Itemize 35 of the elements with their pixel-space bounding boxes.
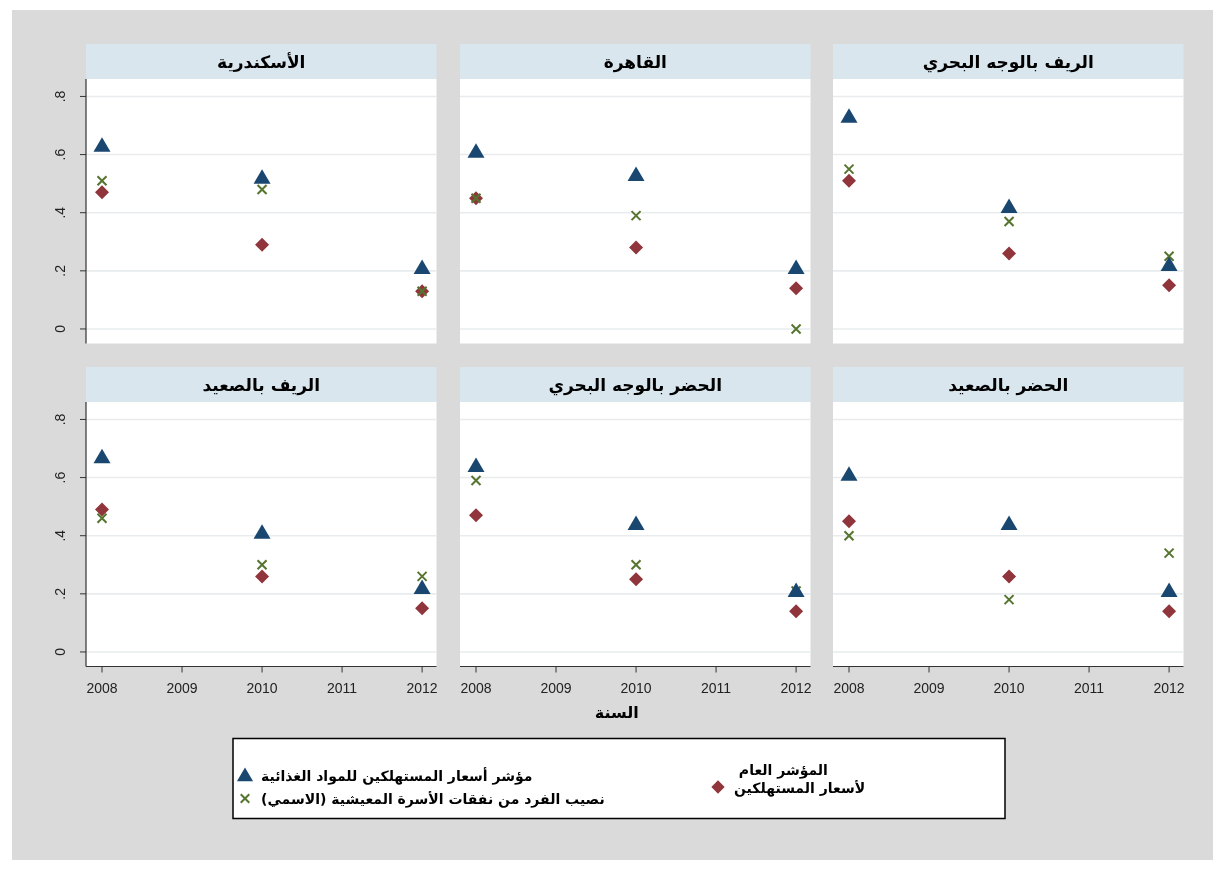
x-axis-title: السنة	[594, 702, 639, 722]
y-tick-label: .6	[52, 148, 68, 161]
chart-title: القاهرة	[603, 51, 667, 73]
x-tick-label: 2008	[460, 679, 492, 696]
y-tick-label: .8	[52, 413, 68, 426]
chart-title: الحضر بالصعيد	[948, 374, 1069, 396]
x-tick-label: 2010	[246, 679, 278, 696]
legend-label: مؤشر أسعار المستهلكين للمواد الغذائية	[261, 766, 533, 785]
x-tick-label: 2010	[620, 679, 652, 696]
x-tick-label: 2011	[701, 679, 732, 696]
y-tick-label: .4	[52, 529, 68, 542]
chart-title: الريف بالوجه البحري	[922, 51, 1094, 73]
y-tick-label: 0	[52, 324, 68, 333]
x-tick-label: 2011	[1074, 679, 1105, 696]
y-tick-label: .2	[52, 587, 68, 600]
y-tick-label: .6	[52, 471, 68, 484]
x-tick-label: 2012	[780, 679, 812, 696]
legend-label: نصيب الفرد من نفقات الأسرة المعيشية (الاسمي)	[261, 790, 605, 808]
x-tick-label: 2010	[993, 679, 1025, 696]
y-tick-label: .2	[52, 264, 68, 277]
chart-title: الأسكندرية	[217, 51, 306, 72]
legend-label: المؤشر العام لأسعار المستهلكين	[734, 761, 866, 797]
x-tick-label: 2009	[913, 679, 945, 696]
y-tick-label: .4	[52, 206, 68, 219]
y-tick-label: .8	[52, 90, 68, 103]
x-tick-label: 2011	[327, 679, 358, 696]
y-tick-label: 0	[52, 647, 68, 656]
x-tick-label: 2012	[406, 679, 438, 696]
x-tick-label: 2009	[166, 679, 198, 696]
x-tick-label: 2012	[1153, 679, 1185, 696]
x-tick-label: 2008	[86, 679, 118, 696]
chart-title: الريف بالصعيد	[202, 374, 321, 396]
x-tick-label: 2009	[540, 679, 572, 696]
x-tick-label: 2008	[833, 679, 865, 696]
chart-title: الحضر بالوجه البحري	[548, 374, 723, 396]
